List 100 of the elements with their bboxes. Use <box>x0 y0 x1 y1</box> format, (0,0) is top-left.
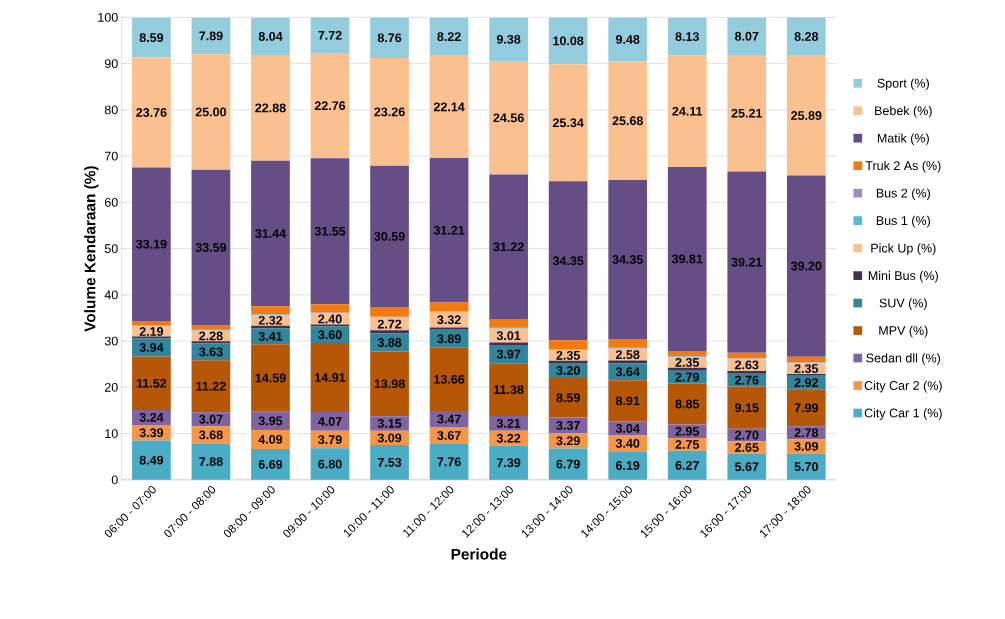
legend-label: SUV (%) <box>879 298 927 311</box>
data-label: 2.32 <box>258 315 283 325</box>
data-label: 6.19 <box>615 461 640 471</box>
data-label: 25.89 <box>791 111 822 121</box>
data-label: 23.26 <box>374 107 405 117</box>
data-label: 3.79 <box>318 435 342 445</box>
data-label: 3.21 <box>496 418 521 428</box>
legend-label: Mini Bus (%) <box>868 270 938 283</box>
data-label: 25.34 <box>552 118 584 128</box>
data-label: 24.56 <box>493 113 524 123</box>
data-label: 3.41 <box>258 331 283 341</box>
legend-label: Truk 2 As (%) <box>865 160 941 173</box>
data-label: 25.21 <box>731 108 763 118</box>
y-tick-label: 0 <box>111 475 118 485</box>
data-label: 33.19 <box>136 239 167 249</box>
data-label: 4.09 <box>258 435 283 444</box>
y-tick-label: 10 <box>105 429 118 439</box>
data-label: 7.39 <box>496 458 521 468</box>
y-tick-label: 80 <box>104 105 118 115</box>
data-label: 8.22 <box>437 32 461 42</box>
data-label: 8.49 <box>139 455 164 465</box>
data-label: 3.94 <box>139 343 164 353</box>
data-label: 7.53 <box>377 458 402 467</box>
y-tick-label: 50 <box>104 244 118 254</box>
data-label: 9.38 <box>496 34 521 44</box>
data-label: 8.13 <box>675 32 699 42</box>
data-label: 2.65 <box>735 443 759 452</box>
data-label: 31.55 <box>314 226 346 236</box>
data-label: 31.44 <box>255 229 287 238</box>
data-label: 9.15 <box>735 403 759 413</box>
data-label: 2.40 <box>318 314 342 324</box>
data-label: 7.76 <box>437 457 461 467</box>
data-label: 8.59 <box>556 393 580 403</box>
data-label: 7.89 <box>199 31 223 41</box>
data-label: 39.21 <box>731 257 763 267</box>
data-label: 39.81 <box>671 254 703 264</box>
data-label: 2.28 <box>199 331 223 341</box>
data-label: 3.07 <box>199 414 223 424</box>
legend-label: Bus 1 (%) <box>876 215 930 228</box>
data-label: 4.07 <box>318 417 342 426</box>
data-label: 2.35 <box>794 364 819 374</box>
data-label: 3.32 <box>437 315 461 325</box>
data-label: 6.27 <box>675 460 699 470</box>
data-label: 10.08 <box>553 36 584 46</box>
data-label: 31.21 <box>433 225 465 235</box>
data-label: 11.38 <box>494 385 524 395</box>
data-label: 14.91 <box>315 373 346 383</box>
data-label: 25.00 <box>195 107 227 117</box>
data-label: 8.85 <box>675 399 700 409</box>
data-label: 2.70 <box>735 430 759 440</box>
y-tick-label: 60 <box>104 198 118 207</box>
data-label: 2.35 <box>556 350 580 360</box>
data-label: 8.59 <box>139 33 164 43</box>
y-tick-label: 90 <box>104 59 118 69</box>
data-label: 39.20 <box>790 261 822 271</box>
data-label: 3.24 <box>139 413 164 422</box>
data-label: 8.04 <box>258 32 283 41</box>
data-label: 8.76 <box>377 33 402 43</box>
data-label: 3.37 <box>556 421 580 430</box>
data-label: 3.64 <box>615 367 640 377</box>
data-label: 3.15 <box>377 419 402 428</box>
data-label: 11.52 <box>136 378 167 388</box>
data-label: 2.35 <box>675 358 700 367</box>
data-label: 3.47 <box>437 414 461 424</box>
data-label: 14.59 <box>255 373 286 383</box>
data-label: 3.01 <box>496 331 521 341</box>
data-label: 8.91 <box>615 396 640 406</box>
y-tick-label: 20 <box>104 382 118 392</box>
data-label: 11.22 <box>196 381 226 391</box>
data-label: 3.97 <box>496 349 521 359</box>
data-label: 7.88 <box>199 457 223 467</box>
data-label: 22.76 <box>314 101 346 111</box>
x-axis-title: Periode <box>451 548 507 560</box>
data-label: 2.79 <box>675 372 699 382</box>
data-label: 34.35 <box>552 256 584 266</box>
data-label: 34.35 <box>612 255 643 265</box>
data-label: 2.19 <box>139 327 164 336</box>
data-label: 5.70 <box>794 462 818 472</box>
data-label: 3.22 <box>496 433 521 443</box>
legend-label: City Car 2 (%) <box>864 380 942 393</box>
data-label: 13.98 <box>374 379 405 389</box>
y-tick-label: 70 <box>104 151 118 161</box>
legend-label: City Car 1 (%) <box>864 408 942 420</box>
legend-label: MPV (%) <box>879 325 928 338</box>
data-label: 5.67 <box>734 462 759 472</box>
data-label: 3.60 <box>318 330 342 340</box>
data-label: 3.67 <box>437 431 461 440</box>
data-label: 6.69 <box>258 460 283 469</box>
data-label: 3.63 <box>199 347 223 357</box>
data-label: 22.88 <box>255 103 286 113</box>
data-label: 2.58 <box>615 350 640 360</box>
data-label: 2.92 <box>794 378 818 388</box>
y-tick-label: 30 <box>104 336 118 346</box>
data-label: 3.40 <box>615 438 640 448</box>
legend-label: Sedan dll (%) <box>866 353 941 365</box>
data-label: 3.04 <box>615 424 640 433</box>
y-tick-label: 40 <box>104 290 118 300</box>
data-label: 8.28 <box>794 32 819 42</box>
data-label: 3.88 <box>377 338 402 348</box>
data-label: 7.99 <box>794 403 818 413</box>
